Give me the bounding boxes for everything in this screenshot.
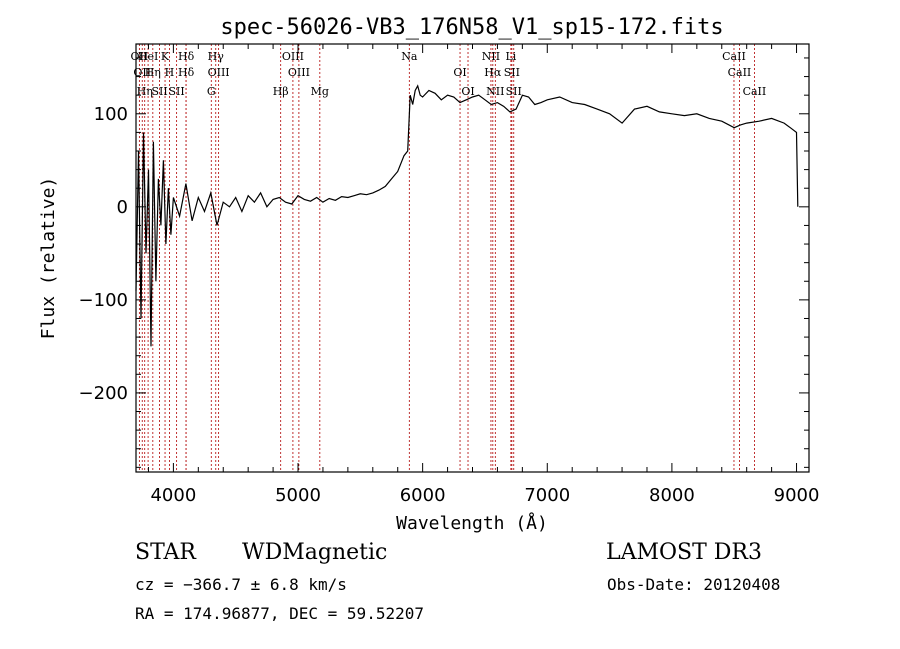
- x-tick-label: 9000: [774, 485, 820, 506]
- line-label: Hδ: [178, 66, 195, 79]
- line-label: HeI: [138, 50, 158, 63]
- line-label: H: [165, 66, 175, 79]
- x-tick-label: 4000: [150, 485, 196, 506]
- x-axis-ticks: 4000 5000 6000 7000 8000 9000: [147, 44, 820, 506]
- obs-date-text: Obs-Date: 20120408: [607, 575, 780, 594]
- survey-label: LAMOST DR3: [606, 540, 762, 565]
- line-labels: OIIOIIHηHeIHηSIIKHSIIHδHδGHγOIIIHβOIIIOI…: [131, 50, 767, 98]
- y-axis-ticks: −200 −100 0 100: [79, 57, 809, 468]
- line-label: OII: [131, 50, 149, 63]
- subclass-label: WDMagnetic: [242, 540, 387, 565]
- line-label: Mg: [311, 85, 329, 98]
- line-label: SII: [151, 85, 167, 98]
- line-label: Hγ: [208, 50, 225, 63]
- line-label: CaII: [722, 50, 746, 63]
- x-tick-label: 7000: [524, 485, 570, 506]
- line-label: Na: [401, 50, 418, 63]
- line-label: SII: [169, 85, 185, 98]
- line-label: OIII: [282, 50, 304, 63]
- line-label: NII: [482, 50, 500, 63]
- line-label: OII: [133, 66, 151, 79]
- spectrum-line: [135, 84, 799, 347]
- line-label: OI: [453, 66, 466, 79]
- line-label: Li: [505, 50, 516, 63]
- y-tick-label: 100: [94, 104, 128, 125]
- line-label: Hη: [137, 85, 153, 98]
- line-label: CaII: [743, 85, 767, 98]
- chart-title: spec-56026-VB3_176N58_V1_sp15-172.fits: [220, 15, 723, 40]
- x-tick-label: 8000: [649, 485, 695, 506]
- line-label: Hη: [145, 66, 161, 79]
- x-tick-label: 6000: [400, 485, 446, 506]
- cz-text: cz = −366.7 ± 6.8 km/s: [135, 575, 347, 594]
- class-label: STAR: [135, 540, 197, 565]
- line-label: SII: [504, 66, 520, 79]
- y-tick-label: −200: [79, 383, 128, 404]
- plot-frame: [135, 43, 810, 473]
- line-markers: [138, 44, 755, 472]
- line-label: K: [161, 50, 170, 63]
- y-tick-label: −100: [79, 290, 128, 311]
- line-label: SII: [506, 85, 522, 98]
- line-label: OI: [461, 85, 474, 98]
- line-label: Hδ: [178, 50, 195, 63]
- radec-text: RA = 174.96877, DEC = 59.52207: [135, 604, 424, 623]
- line-label: NII: [486, 85, 504, 98]
- line-label: OIII: [288, 66, 310, 79]
- line-label: G: [207, 85, 216, 98]
- x-axis-label: Wavelength (Å): [396, 512, 548, 534]
- line-label: CaII: [728, 66, 752, 79]
- line-label: OIII: [208, 66, 230, 79]
- x-tick-label: 5000: [275, 485, 321, 506]
- line-label: Hα: [484, 66, 502, 79]
- y-axis-label: Flux (relative): [38, 177, 59, 340]
- line-label: Hβ: [273, 85, 289, 98]
- y-tick-label: 0: [117, 197, 128, 218]
